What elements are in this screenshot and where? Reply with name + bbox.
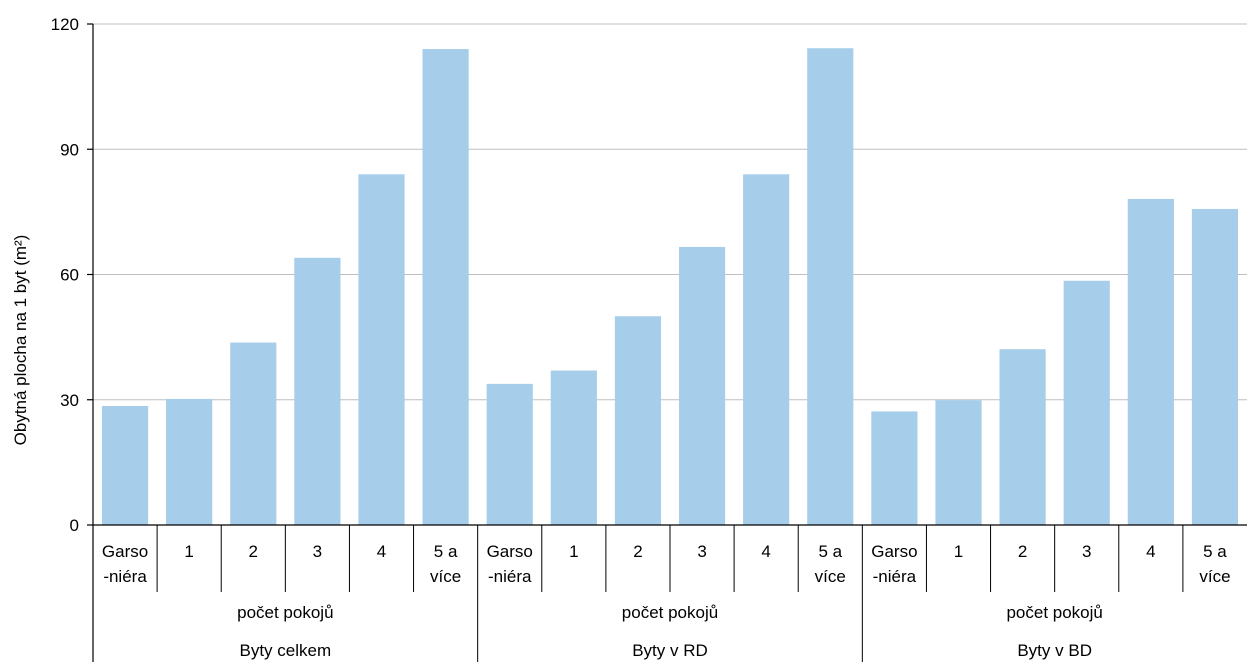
x-tick-label: 2 bbox=[633, 542, 642, 561]
y-tick-label: 30 bbox=[60, 391, 79, 410]
bar bbox=[871, 411, 918, 525]
x-tick-label: 4 bbox=[1146, 542, 1155, 561]
bar bbox=[101, 406, 149, 525]
bar-layer bbox=[101, 48, 1239, 526]
x-tick-label: 2 bbox=[1018, 542, 1027, 561]
x-tick-label: 3 bbox=[697, 542, 706, 561]
bar bbox=[678, 246, 726, 525]
y-axis-label: Obytná plocha na 1 byt (m²) bbox=[11, 235, 30, 446]
bar bbox=[230, 342, 277, 525]
x-tick-label: 4 bbox=[761, 542, 770, 561]
bar bbox=[294, 257, 341, 525]
bar bbox=[550, 370, 597, 525]
x-tick-label: 5 a více bbox=[1199, 542, 1230, 586]
bar bbox=[1063, 280, 1110, 525]
bar bbox=[358, 174, 405, 526]
x-tick-label: 5 a více bbox=[430, 542, 461, 586]
bar bbox=[935, 400, 982, 525]
x-tick-label: 1 bbox=[954, 542, 963, 561]
x-tick-label: 5 a více bbox=[815, 542, 846, 586]
x-tick-label: 4 bbox=[377, 542, 386, 561]
x-tick-label: 2 bbox=[249, 542, 258, 561]
x-tick-label: Garso -niéra bbox=[487, 542, 533, 586]
y-tick-label: 90 bbox=[60, 140, 79, 159]
group-sub-label: počet pokojů bbox=[622, 603, 718, 622]
bar bbox=[743, 174, 790, 526]
group-label: Byty v BD bbox=[1017, 641, 1092, 660]
x-tick-label: 1 bbox=[184, 542, 193, 561]
y-tick-label: 120 bbox=[51, 15, 79, 34]
x-tick-label: 3 bbox=[313, 542, 322, 561]
y-tick-label: 60 bbox=[60, 266, 79, 285]
bar bbox=[422, 49, 469, 526]
group-label: Byty v RD bbox=[632, 641, 708, 660]
x-tick-label: Garso -niéra bbox=[102, 542, 148, 586]
group-sub-label: počet pokojů bbox=[237, 603, 333, 622]
grid-layer bbox=[93, 23, 1247, 401]
y-tick-label: 0 bbox=[70, 516, 79, 535]
axis-layer bbox=[87, 23, 1247, 662]
x-tick-label: 3 bbox=[1082, 542, 1091, 561]
group-label: Byty celkem bbox=[240, 641, 332, 660]
bar bbox=[486, 383, 533, 525]
bar bbox=[807, 48, 854, 526]
bar bbox=[1127, 198, 1174, 525]
bar bbox=[166, 398, 213, 525]
x-tick-label: 1 bbox=[569, 542, 578, 561]
bar bbox=[999, 349, 1046, 525]
bar bbox=[614, 316, 662, 525]
bar bbox=[1191, 208, 1239, 525]
label-layer: 0 30 60 90 120 Garso -niéra 1 2 3 4 5 a více počet po… bbox=[51, 15, 1231, 660]
group-sub-label: počet pokojů bbox=[1006, 603, 1102, 622]
x-tick-label: Garso -niéra bbox=[871, 542, 917, 586]
